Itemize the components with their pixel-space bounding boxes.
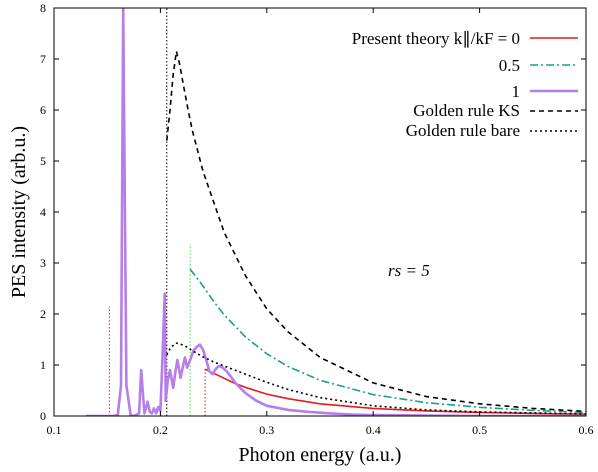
y-tick-label: 0 <box>40 409 46 423</box>
y-tick-label: 6 <box>40 103 46 117</box>
legend-label-golden-ks: Golden rule KS <box>413 101 520 120</box>
legend-swatches <box>530 37 578 132</box>
x-tick-label: 0.1 <box>47 423 62 437</box>
y-tick-label: 2 <box>40 307 46 321</box>
x-tick-label: 0.2 <box>153 423 168 437</box>
x-axis-title: Photon energy (a.u.) <box>239 444 402 466</box>
series-lines <box>85 8 586 416</box>
series-line-2 <box>85 8 586 416</box>
series-line-4 <box>166 342 586 415</box>
marker-lines <box>108 8 206 416</box>
legend-label-1: 1 <box>512 82 521 101</box>
x-tick-label: 0.4 <box>366 423 381 437</box>
series-line-1 <box>189 268 586 414</box>
y-tick-label: 7 <box>40 52 46 66</box>
x-tick-label: 0.6 <box>579 423 594 437</box>
rs-annotation: rs = 5 <box>388 261 430 280</box>
legend-header: Present theory k∥/kF = 0 <box>352 29 520 48</box>
y-tick-label: 5 <box>40 154 46 168</box>
legend: Present theory k∥/kF = 0 0.5 1 Golden ru… <box>352 29 578 140</box>
y-axis-title: PES intensity (arb.u.) <box>8 126 30 298</box>
y-tick-label: 3 <box>40 256 46 270</box>
legend-label-0-5: 0.5 <box>499 56 520 75</box>
y-tick-label: 8 <box>40 1 46 15</box>
series-line-3 <box>166 50 586 413</box>
y-tick-label: 1 <box>40 358 46 372</box>
legend-label-golden-bare: Golden rule bare <box>406 121 520 140</box>
x-tick-label: 0.3 <box>259 423 274 437</box>
y-tick-label: 4 <box>40 205 46 219</box>
x-tick-label: 0.5 <box>472 423 487 437</box>
axes: 0.1 0.2 0.3 0.4 0.5 0.6 0 1 2 3 4 5 6 7 8 <box>40 1 594 437</box>
